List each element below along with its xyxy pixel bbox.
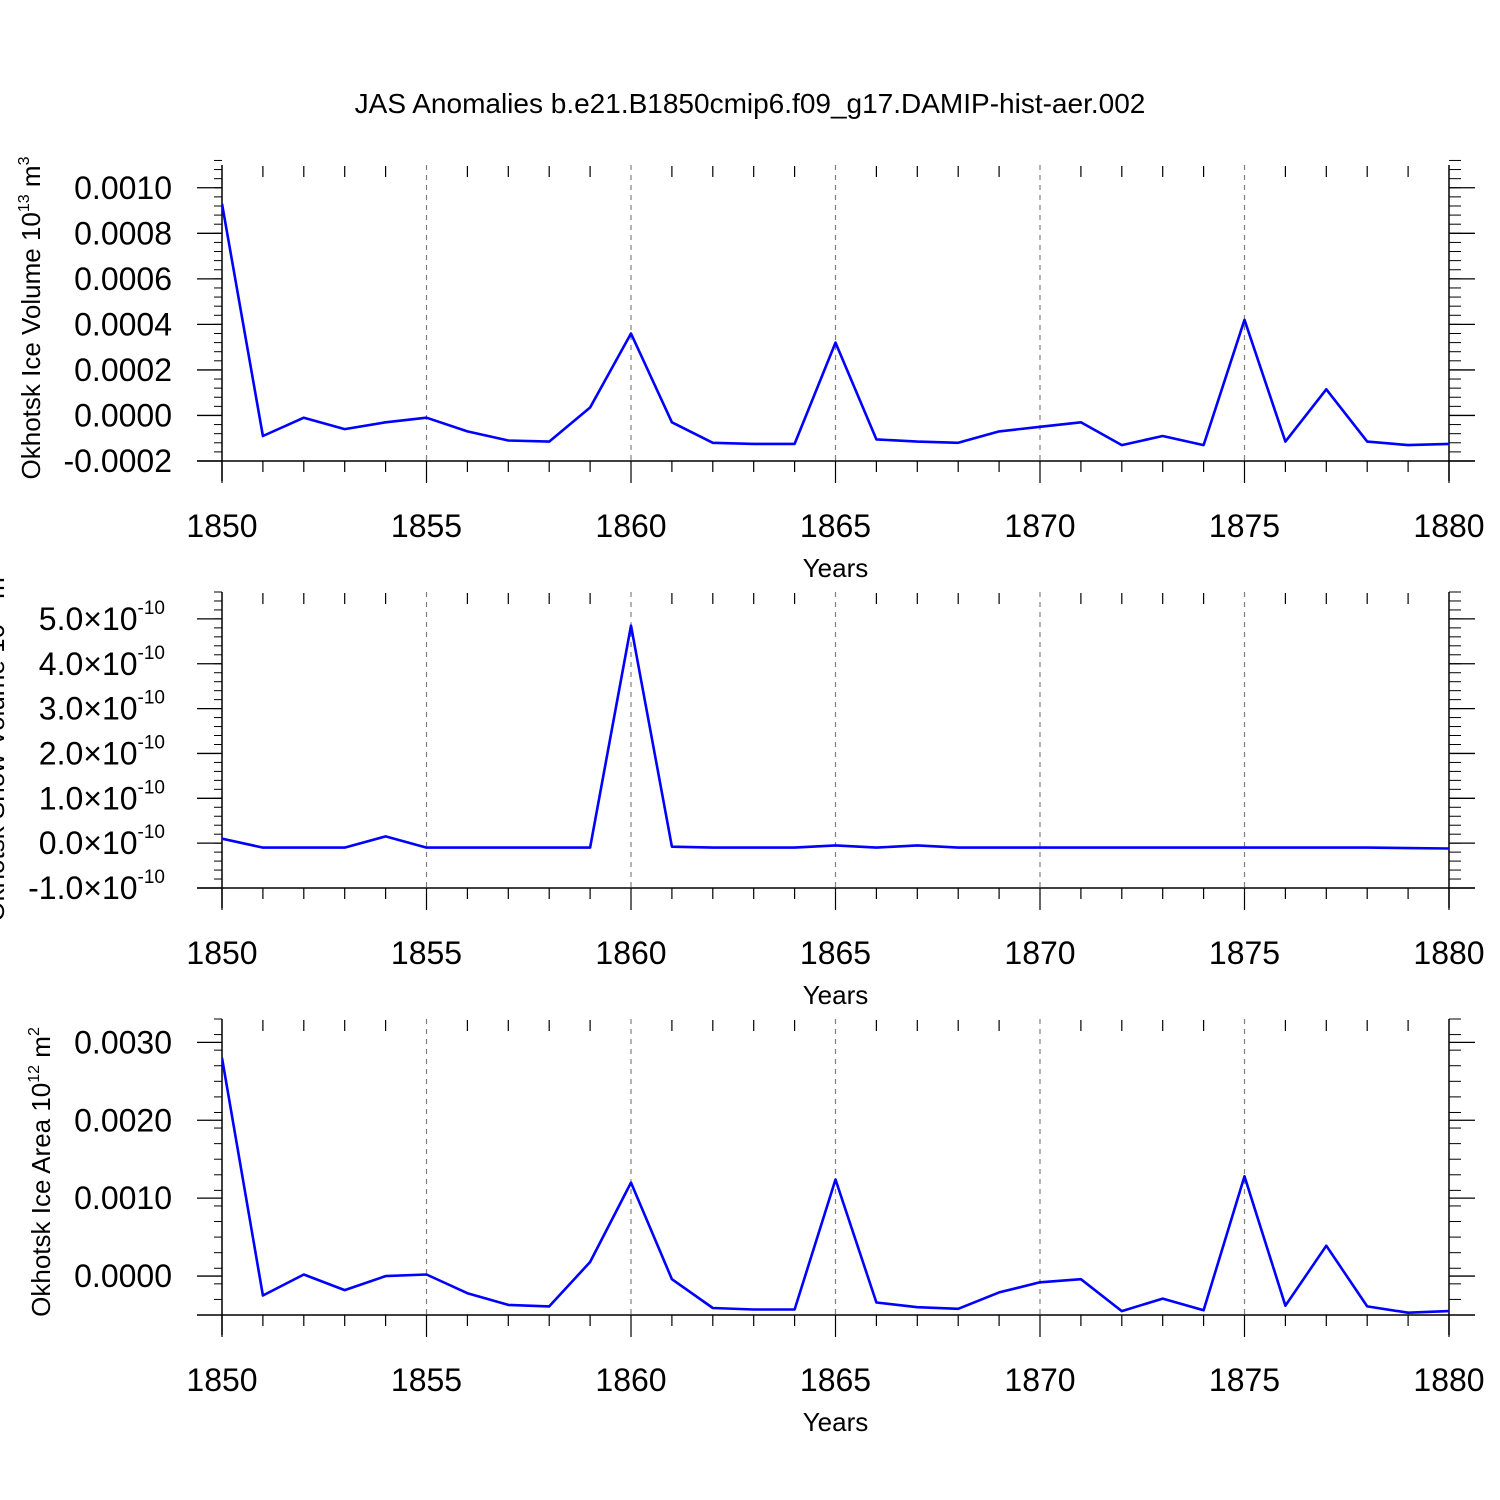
x-tick-label: 1865: [800, 508, 871, 544]
y-tick-label: 0.0030: [74, 1024, 172, 1060]
x-tick-label: 1850: [186, 1362, 257, 1398]
x-tick-label: 1855: [391, 508, 462, 544]
panel-snow-volume: 1850 1855 1860 1865 1870 1875 1880 Years -1.0×10…: [0, 568, 1485, 1010]
x-axis-label: Years: [803, 553, 869, 583]
y-tick-label: 0.0010: [74, 170, 172, 206]
x-tick-label: 1860: [595, 1362, 666, 1398]
y-tick-label: 0.0002: [74, 352, 172, 388]
x-tick-label: 1850: [186, 508, 257, 544]
x-tick-label: 1865: [800, 935, 871, 971]
y-tick-label: 3.0×10-10: [39, 688, 165, 727]
y-axis-label: Okhotsk Ice Area 1012 m2: [26, 1027, 56, 1317]
x-tick-label: 1870: [1004, 935, 1075, 971]
x-tick-label: 1850: [186, 935, 257, 971]
y-tick-label: 0.0020: [74, 1102, 172, 1138]
y-tick-label: 0.0000: [74, 1258, 172, 1294]
panel-ice-area: 1850 1855 1860 1865 1870 1875 1880 Years 0.0000 0…: [26, 1018, 1485, 1437]
y-tick-label: -1.0×10-10: [28, 867, 165, 906]
y-tick-label: 4.0×10-10: [39, 643, 165, 682]
y-axis-label: Okhotsk Ice Volume 1013 m3: [16, 156, 46, 479]
y-tick-label: -0.0002: [63, 443, 172, 479]
x-axis-label: Years: [803, 980, 869, 1010]
x-tick-label: 1865: [800, 1362, 871, 1398]
y-tick-label: 0.0×10-10: [39, 822, 165, 861]
x-tick-label: 1870: [1004, 508, 1075, 544]
x-tick-label: 1880: [1413, 1362, 1484, 1398]
x-tick-label: 1855: [391, 1362, 462, 1398]
chart-title: JAS Anomalies b.e21.B1850cmip6.f09_g17.D…: [355, 88, 1146, 119]
x-tick-label: 1855: [391, 935, 462, 971]
x-tick-label: 1880: [1413, 935, 1484, 971]
x-tick-label: 1860: [595, 935, 666, 971]
x-axis-label: Years: [803, 1407, 869, 1437]
y-tick-label: 0.0004: [74, 306, 172, 342]
y-axis-label: Okhotsk Snow Volume 1013 m3: [0, 568, 10, 921]
y-tick-label: 0.0008: [74, 215, 172, 251]
panel-ice-volume: 1850 1855 1860 1865 1870 1875 1880 Years -0.0002…: [16, 156, 1485, 583]
x-tick-label: 1875: [1209, 508, 1280, 544]
y-tick-label: 0.0010: [74, 1180, 172, 1216]
y-tick-label: 1.0×10-10: [39, 777, 165, 816]
series-line: [222, 1057, 1449, 1314]
y-tick-label: 2.0×10-10: [39, 732, 165, 771]
x-tick-label: 1860: [595, 508, 666, 544]
x-tick-label: 1880: [1413, 508, 1484, 544]
x-tick-label: 1875: [1209, 935, 1280, 971]
y-tick-label: 0.0006: [74, 261, 172, 297]
y-tick-label: 0.0000: [74, 397, 172, 433]
x-tick-label: 1875: [1209, 1362, 1280, 1398]
x-tick-label: 1870: [1004, 1362, 1075, 1398]
y-tick-label: 5.0×10-10: [39, 598, 165, 637]
